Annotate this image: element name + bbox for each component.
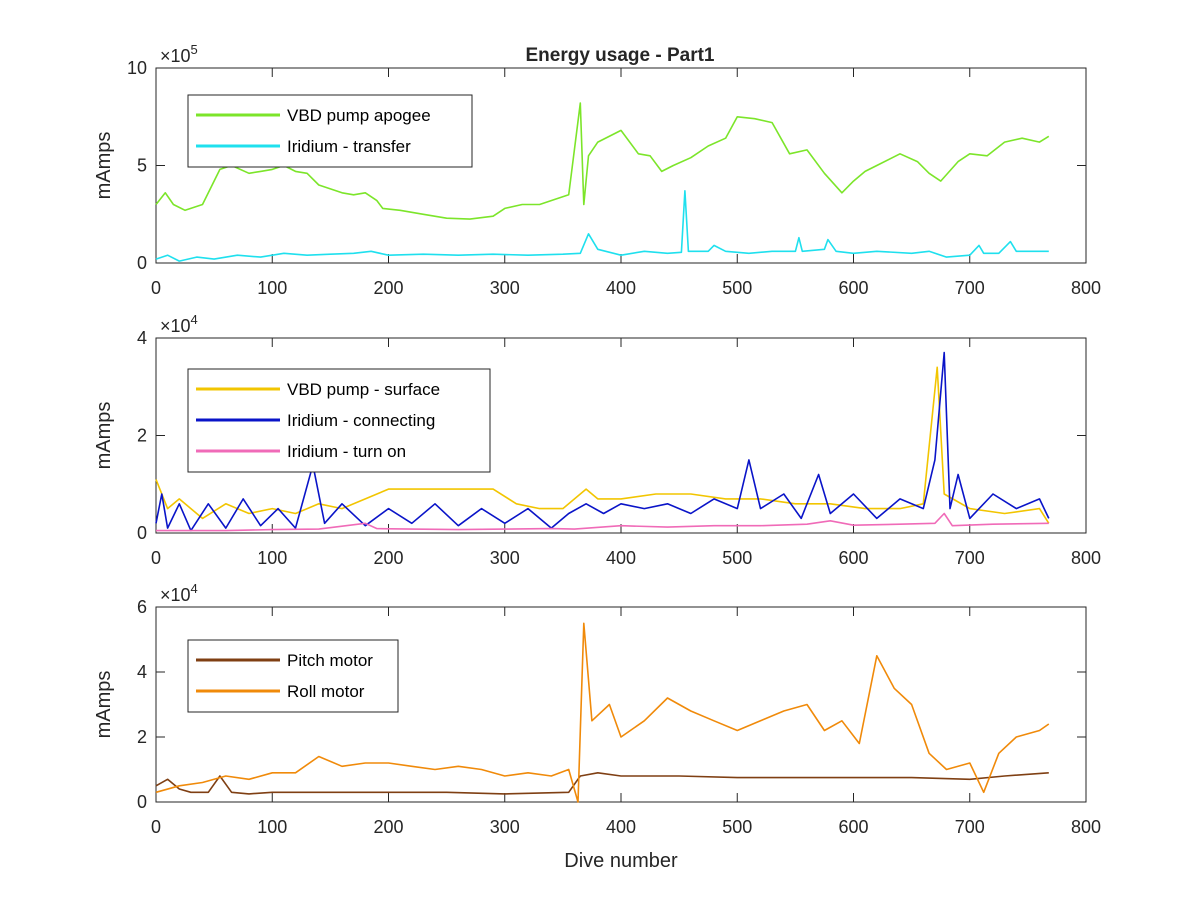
x-tick-label: 700 xyxy=(955,548,985,568)
y-tick-label: 5 xyxy=(137,156,147,176)
x-tick-label: 600 xyxy=(838,817,868,837)
x-tick-label: 100 xyxy=(257,548,287,568)
y-axis-label: mAmps xyxy=(93,402,115,470)
x-tick-label: 300 xyxy=(490,548,520,568)
y-axis-label: mAmps xyxy=(93,132,115,200)
y-tick-label: 2 xyxy=(137,727,147,747)
x-tick-label: 400 xyxy=(606,817,636,837)
series-line-vbd-pump-surface xyxy=(155,366,1050,524)
x-tick-label: 200 xyxy=(373,548,403,568)
x-tick-label: 300 xyxy=(490,817,520,837)
legend-entry-label: Iridium - turn on xyxy=(287,442,406,461)
x-tick-label: 200 xyxy=(373,817,403,837)
series-line-iridium-turn-on xyxy=(156,512,1049,532)
subplot-middle: 0 100 200 300 400 500 600 700 800024×104mAmpsVBD… xyxy=(93,312,1101,568)
x-tick-label: 400 xyxy=(606,278,636,298)
y-axis-label: mAmps xyxy=(93,671,115,739)
subplot-top: 0 100 200 300 400 500 600 700 800 0 5 10 ×105 mAmps VB… xyxy=(93,42,1101,298)
x-tick-label: 0 xyxy=(151,278,161,298)
legend-entry-label: VBD pump - surface xyxy=(287,380,440,399)
x-tick-label: 400 xyxy=(606,548,636,568)
legend: VBD pump - surface Iridium - connecting Ir… xyxy=(187,368,491,473)
legend-box xyxy=(187,94,473,168)
x-tick-label: 600 xyxy=(838,548,868,568)
subplot-bottom: 0 100 200 300 400 500 600 700 800 0 2 4 6 ×104 mAmps Di… xyxy=(93,581,1101,872)
y-exponent-value: 5 xyxy=(191,42,198,57)
y-exponent-value: 4 xyxy=(191,312,198,327)
x-tick-label: 500 xyxy=(722,548,752,568)
legend-box xyxy=(187,639,399,713)
y-tick-label: 4 xyxy=(137,328,147,348)
y-exponent-label: ×105 xyxy=(160,42,198,66)
y-tick-label: 0 xyxy=(137,523,147,543)
x-tick-label: 800 xyxy=(1071,548,1101,568)
x-tick-label: 0 xyxy=(151,548,161,568)
x-tick-label: 800 xyxy=(1071,278,1101,298)
series-line-iridium-transfer xyxy=(155,190,1049,262)
x-tick-label: 700 xyxy=(955,278,985,298)
x-tick-label: 100 xyxy=(257,278,287,298)
x-tick-label: 300 xyxy=(490,278,520,298)
y-tick-label: 2 xyxy=(137,426,147,446)
x-tick-label: 800 xyxy=(1071,817,1101,837)
series-line-iridium-connecting xyxy=(155,351,1050,532)
x-tick-label: 200 xyxy=(373,278,403,298)
y-exponent-label: ×104 xyxy=(160,581,198,605)
x-tick-label: 700 xyxy=(955,817,985,837)
legend: Pitch motor Roll motor xyxy=(187,639,399,713)
figure-title: Energy usage - Part1 xyxy=(525,45,714,66)
x-tick-label: 600 xyxy=(838,278,868,298)
x-axis-label: Dive number xyxy=(564,850,678,872)
legend-entry-label: Roll motor xyxy=(287,682,365,701)
y-tick-label: 0 xyxy=(137,253,147,273)
series-line-pitch-motor xyxy=(155,772,1049,795)
y-tick-label: 4 xyxy=(137,662,147,682)
x-tick-label: 500 xyxy=(722,278,752,298)
x-tick-label: 500 xyxy=(722,817,752,837)
legend-entry-label: Iridium - transfer xyxy=(287,137,411,156)
x-tick-label: 0 xyxy=(151,817,161,837)
legend-entry-label: Iridium - connecting xyxy=(287,411,435,430)
y-exponent-label: ×104 xyxy=(160,312,198,336)
y-tick-label: 6 xyxy=(137,597,147,617)
series-line-roll-motor xyxy=(155,622,1050,803)
legend: VBD pump apogee Iridium - transfer xyxy=(187,94,473,168)
legend-entry-label: Pitch motor xyxy=(287,651,373,670)
y-tick-label: 0 xyxy=(137,792,147,812)
y-exponent-value: 4 xyxy=(191,581,198,596)
x-tick-label: 100 xyxy=(257,817,287,837)
y-tick-label: 10 xyxy=(127,58,147,78)
legend-entry-label: VBD pump apogee xyxy=(287,106,431,125)
